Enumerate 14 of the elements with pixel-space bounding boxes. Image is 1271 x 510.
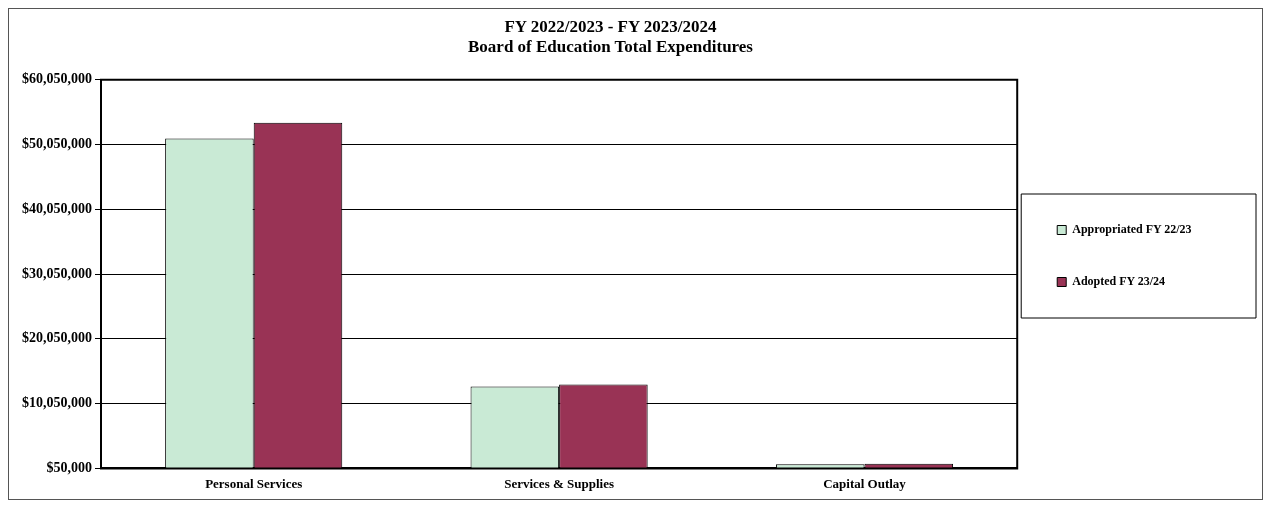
y-tick-label: $20,050,000 [22,330,92,346]
legend-label: Adopted FY 23/24 [1072,274,1166,289]
text: FY 2022/2023 - FY 2023/2024 [504,16,717,36]
y-tick-label: $60,050,000 [22,71,92,87]
legend-label: Appropriated FY 22/23 [1072,222,1192,237]
x-tick-label: Services & Supplies [504,475,615,491]
text: Board of Education Total Expenditures [468,36,753,56]
y-tick-label: $50,050,000 [22,136,92,152]
x-tick-label: Capital Outlay [823,475,907,491]
x-tick-label: Personal Services [205,475,303,491]
y-tick-label: $50,000 [46,460,92,476]
y-tick-label: $10,050,000 [22,395,92,411]
y-tick-label: $30,050,000 [22,265,92,281]
y-tick-label: $40,050,000 [22,200,92,216]
